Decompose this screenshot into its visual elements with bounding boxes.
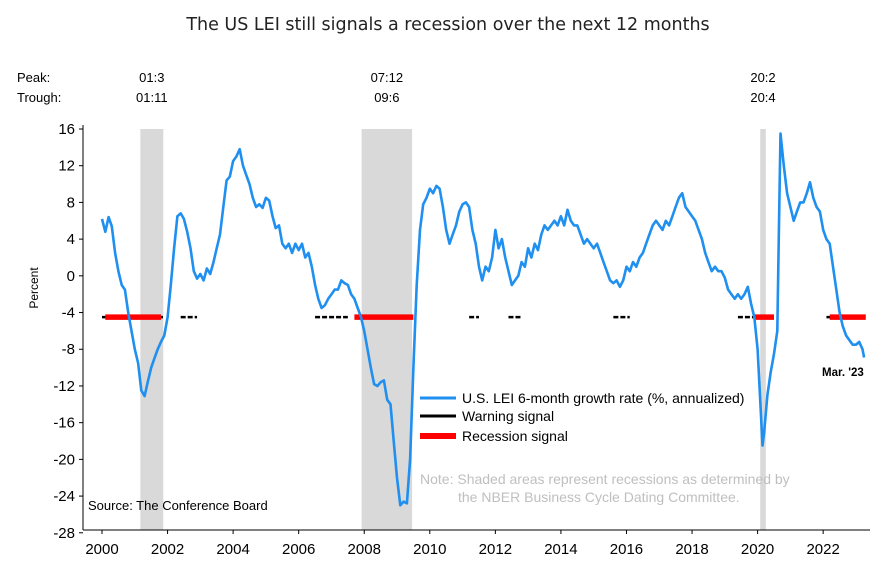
x-tick-label-8: 2016	[610, 541, 643, 558]
note-line-2: the NBER Business Cycle Dating Committee…	[458, 489, 740, 505]
recession-peak-label-2: 20:2	[750, 70, 775, 85]
y-tick-label-7: -12	[53, 378, 75, 395]
chart-title: The US LEI still signals a recession ove…	[185, 15, 709, 35]
recession-trough-label-0: 01:11	[136, 90, 168, 105]
y-tick-labels: 16 12 8 4 0 -4 -8 -12 -16 -20 -24 -28	[53, 121, 83, 542]
recession-labels: 01:3 01:11 07:12 09:6 20:2 20:4	[136, 70, 776, 105]
x-tick-label-1: 2002	[151, 541, 184, 558]
y-tick-label-4: 0	[67, 268, 75, 285]
recession-band-0	[140, 129, 164, 530]
y-tick-label-9: -20	[53, 451, 75, 468]
legend-label-recession: Recession signal	[462, 428, 568, 444]
y-tick-label-10: -24	[53, 488, 75, 505]
x-tick-label-9: 2018	[675, 541, 708, 558]
x-tick-labels: 2000 2002 2004 2006 2008 2010 2012 2014 2016 2018…	[85, 530, 840, 558]
source-label: Source: The Conference Board	[88, 498, 268, 513]
recession-band-1	[361, 129, 413, 530]
y-tick-label-8: -16	[53, 415, 75, 432]
x-tick-label-2: 2004	[216, 541, 249, 558]
y-tick-label-2: 8	[67, 194, 75, 211]
x-tick-label-3: 2006	[282, 541, 315, 558]
series-lei-line	[100, 132, 866, 507]
x-tick-label-10: 2020	[741, 541, 774, 558]
y-tick-label-3: 4	[67, 231, 75, 248]
last-point-label: Mar. '23	[822, 367, 864, 379]
peak-row-label: Peak:	[17, 70, 50, 85]
legend-label-lei: U.S. LEI 6-month growth rate (%, annuali…	[462, 390, 744, 406]
recession-band-2	[760, 129, 766, 530]
x-tick-label-4: 2008	[348, 541, 381, 558]
x-tick-label-6: 2012	[479, 541, 512, 558]
x-tick-label-0: 2000	[85, 541, 118, 558]
recession-peak-label-1: 07:12	[371, 70, 404, 85]
y-tick-label-11: -28	[53, 525, 75, 542]
trough-row-label: Trough:	[17, 90, 61, 105]
legend: U.S. LEI 6-month growth rate (%, annuali…	[420, 390, 744, 444]
x-tick-label-7: 2014	[544, 541, 577, 558]
y-tick-label-5: -4	[62, 305, 75, 322]
x-tick-label-5: 2010	[413, 541, 446, 558]
y-tick-label-0: 16	[58, 121, 75, 138]
legend-label-warning: Warning signal	[462, 408, 554, 424]
y-axis-label: Percent	[27, 267, 41, 309]
recession-peak-label-0: 01:3	[139, 70, 164, 85]
x-tick-label-11: 2022	[806, 541, 839, 558]
note-line-1: Note: Shaded areas represent recessions …	[420, 471, 790, 487]
recession-trough-label-2: 20:4	[750, 90, 775, 105]
y-tick-label-6: -8	[62, 341, 75, 358]
y-tick-label-1: 12	[58, 158, 75, 175]
recession-trough-label-1: 09:6	[374, 90, 399, 105]
recession-bands	[140, 129, 766, 530]
